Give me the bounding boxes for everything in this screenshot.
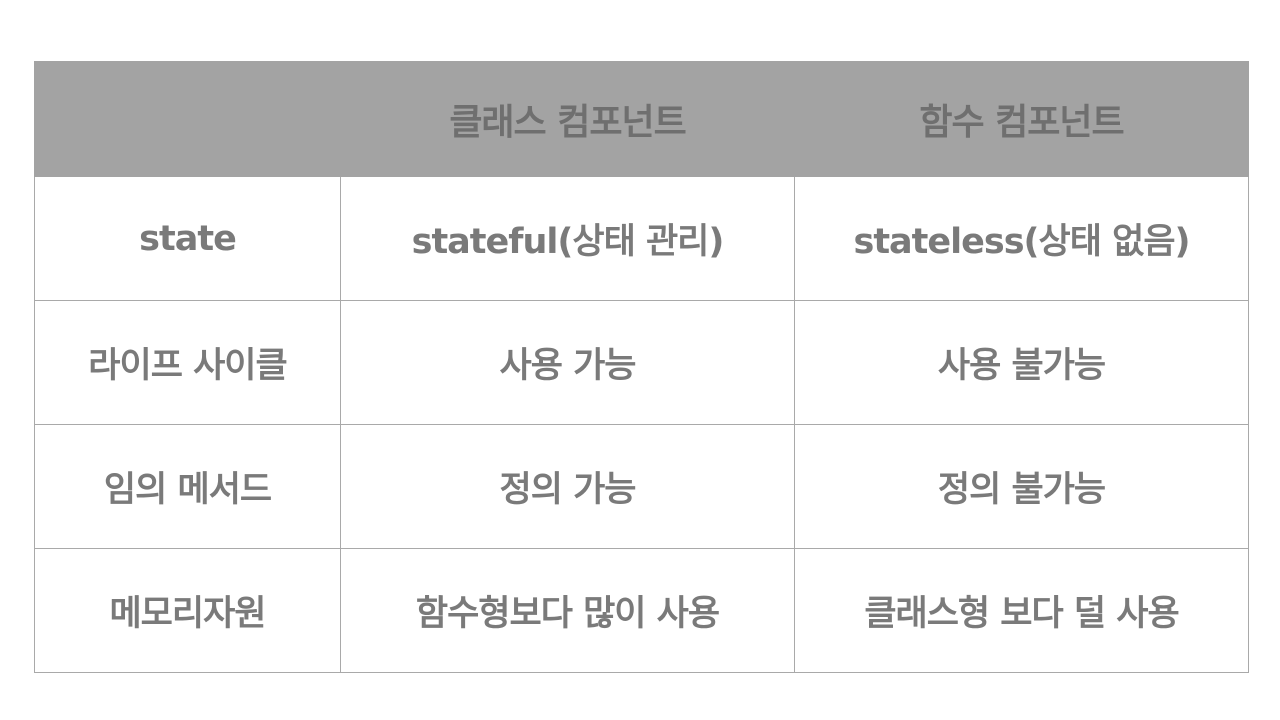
table-header: 클래스 컴포넌트 함수 컴포넌트 [34, 61, 1249, 177]
table-cell: 정의 가능 [340, 424, 795, 549]
table-row: 메모리자원 함수형보다 많이 사용 클래스형 보다 덜 사용 [34, 548, 1249, 673]
table-body: state stateful(상태 관리) stateless(상태 없음) 라… [34, 176, 1249, 673]
row-label: state [34, 176, 341, 301]
table-cell: stateful(상태 관리) [340, 176, 795, 301]
table-cell: 클래스형 보다 덜 사용 [794, 548, 1249, 673]
table-row: 임의 메서드 정의 가능 정의 불가능 [34, 424, 1249, 549]
header-cell-class-component: 클래스 컴포넌트 [340, 61, 795, 177]
table-cell: 사용 불가능 [794, 300, 1249, 425]
table-row: state stateful(상태 관리) stateless(상태 없음) [34, 176, 1249, 301]
table-cell: 함수형보다 많이 사용 [340, 548, 795, 673]
table-cell: 사용 가능 [340, 300, 795, 425]
row-label: 메모리자원 [34, 548, 341, 673]
row-label: 임의 메서드 [34, 424, 341, 549]
table-cell: stateless(상태 없음) [794, 176, 1249, 301]
header-cell-empty [34, 61, 341, 177]
header-cell-function-component: 함수 컴포넌트 [794, 61, 1249, 177]
comparison-table: 클래스 컴포넌트 함수 컴포넌트 state stateful(상태 관리) s… [34, 61, 1249, 673]
table-row: 라이프 사이클 사용 가능 사용 불가능 [34, 300, 1249, 425]
row-label: 라이프 사이클 [34, 300, 341, 425]
table-cell: 정의 불가능 [794, 424, 1249, 549]
header-row: 클래스 컴포넌트 함수 컴포넌트 [34, 61, 1249, 177]
